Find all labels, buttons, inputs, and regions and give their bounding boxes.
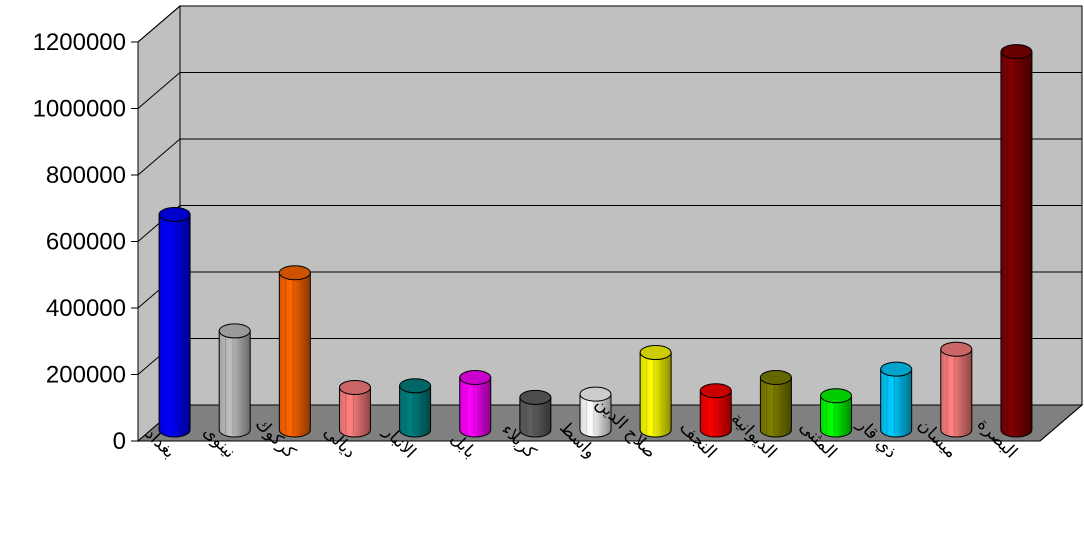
bar-body	[519, 396, 552, 438]
bar-body	[1000, 51, 1033, 438]
bar-body	[820, 395, 853, 438]
y-tick-label: 1000000	[33, 96, 126, 123]
bar-11	[759, 369, 792, 438]
gridline	[137, 72, 1082, 109]
bar-body	[639, 352, 672, 438]
y-tick-label: 0	[113, 428, 126, 455]
bar-top	[759, 369, 792, 385]
bar-top	[519, 389, 552, 405]
bar-body	[399, 385, 432, 438]
bar-top	[338, 379, 371, 395]
bar-6	[459, 369, 492, 438]
bar-top	[579, 386, 612, 402]
bar-body	[158, 214, 191, 438]
y-tick-label: 600000	[46, 229, 126, 256]
bar-4	[338, 379, 371, 438]
bar-body	[759, 376, 792, 438]
bar-top	[1000, 44, 1033, 60]
bars	[158, 44, 1033, 438]
bar-8	[579, 386, 612, 438]
y-axis: 0 200000 400000 600000 800000 1000000 1200000	[33, 29, 139, 455]
bar-14	[940, 341, 973, 438]
bar-body	[338, 386, 371, 438]
bar-top	[639, 345, 672, 361]
bar-3	[278, 265, 311, 438]
bar-top	[699, 383, 732, 399]
bar-top	[278, 265, 311, 281]
gridline	[137, 138, 1082, 176]
bar-15	[1000, 44, 1033, 438]
bar-13	[880, 361, 913, 438]
bar-5	[399, 378, 432, 438]
x-axis-depth-line	[1039, 404, 1083, 442]
bar-body	[459, 376, 492, 438]
bar-top	[880, 361, 913, 377]
bar-body	[218, 330, 251, 438]
bar-body	[699, 390, 732, 438]
bar-12	[820, 388, 853, 438]
bar-top	[940, 341, 973, 357]
bar-body	[940, 348, 973, 438]
bar-top	[459, 369, 492, 385]
bar-top	[399, 378, 432, 394]
y-tick-label: 200000	[46, 362, 126, 389]
bar-1	[158, 207, 191, 438]
bar-9	[639, 345, 672, 438]
y-tick-label: 1200000	[33, 29, 126, 56]
bar-10	[699, 383, 732, 438]
gridline	[137, 5, 1082, 43]
bar-top	[820, 388, 853, 404]
bar-top	[218, 323, 251, 339]
bar-body	[278, 272, 311, 438]
y-tick-label: 800000	[46, 162, 126, 189]
bar-top	[158, 207, 191, 223]
gridline	[137, 205, 1082, 242]
bar-body	[579, 393, 612, 438]
bar-2	[218, 323, 251, 438]
y-tick-label: 400000	[46, 295, 126, 322]
bar-7	[519, 389, 552, 438]
bar-body	[880, 368, 913, 438]
